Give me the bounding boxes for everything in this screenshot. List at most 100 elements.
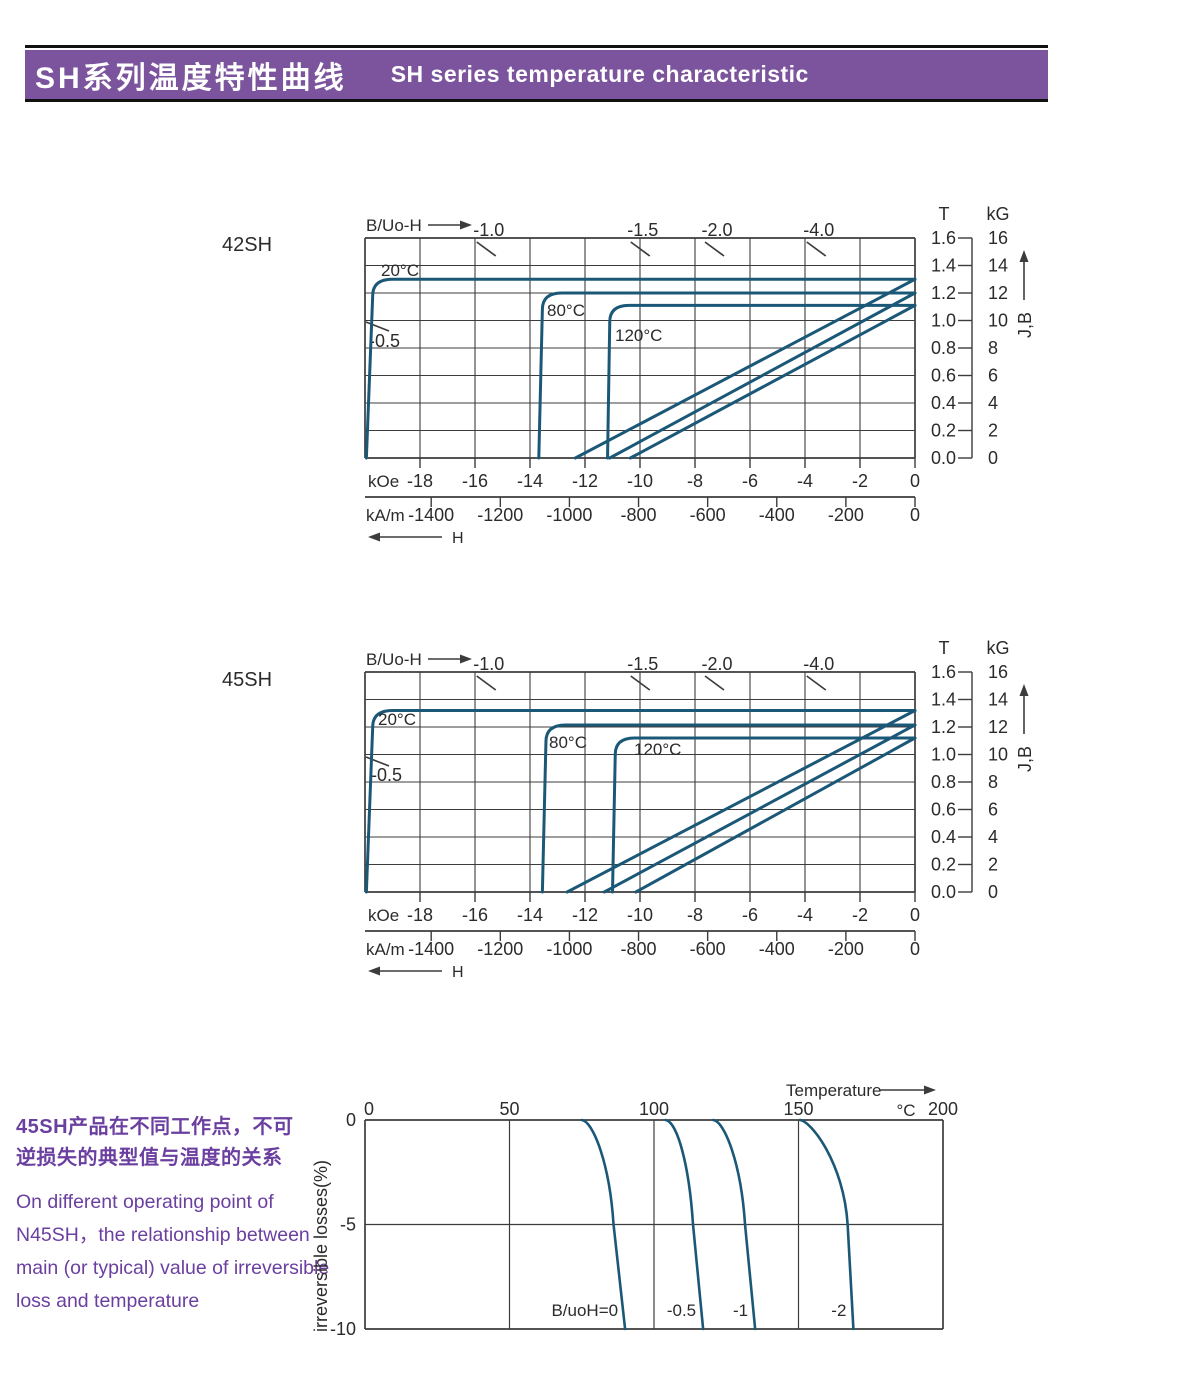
tick-label-koe: -12 bbox=[572, 905, 598, 925]
tick-label-T: 1.6 bbox=[931, 662, 956, 682]
tick-label-T: 1.2 bbox=[931, 717, 956, 737]
tick-label-koe: -4 bbox=[797, 905, 813, 925]
axis-unit-koe: kOe bbox=[368, 906, 399, 925]
page-title-zh: SH系列温度特性曲线 bbox=[35, 61, 347, 95]
tick-label-kam: -1200 bbox=[477, 505, 523, 525]
chart-42SH: -18 -16 -14 -12 -10 -8 -6 -4 -2 0 kOe -1400 -1200 -10… bbox=[364, 204, 1035, 547]
tick-label-T: 1.2 bbox=[931, 283, 956, 303]
b-curve-20°C bbox=[565, 709, 917, 894]
load-line-slash bbox=[704, 241, 725, 257]
tick-label-T: 0.0 bbox=[931, 882, 956, 902]
tick-label-koe: 0 bbox=[910, 471, 920, 491]
page-title-en: SH series temperature characteristic bbox=[390, 61, 809, 87]
header-bottom-rule bbox=[25, 99, 1048, 102]
tick-label-kG: 4 bbox=[988, 827, 998, 847]
side-note-zh-line2: 逆损失的典型值与温度的关系 bbox=[16, 1147, 283, 1169]
jb-arrow-head bbox=[1019, 250, 1029, 262]
tick-label-kG: 2 bbox=[988, 855, 998, 875]
load-line-label: -4.0 bbox=[803, 654, 834, 674]
series-label-80°C: 80°C bbox=[549, 733, 587, 752]
load-line-label-low: -0.5 bbox=[371, 765, 402, 785]
axis-unit-degC: °C bbox=[896, 1101, 915, 1120]
loss-curve-label--2: -2 bbox=[831, 1301, 846, 1320]
j-curve-20°C bbox=[364, 277, 917, 460]
load-line-label: -2.0 bbox=[701, 654, 732, 674]
axis-unit-kam: kA/m bbox=[366, 940, 405, 959]
tick-label-kG: 8 bbox=[988, 338, 998, 358]
series-label-80°C: 80°C bbox=[547, 301, 585, 320]
tick-label-kam: -1400 bbox=[408, 939, 454, 959]
tick-label-kG: 6 bbox=[988, 800, 998, 820]
tick-label-kam: -400 bbox=[759, 939, 795, 959]
tick-label-temp: 100 bbox=[639, 1099, 669, 1119]
loss-curve--0.5 bbox=[664, 1118, 705, 1331]
tick-label-T: 0.6 bbox=[931, 366, 956, 386]
tick-label-T: 1.4 bbox=[931, 690, 956, 710]
load-line-slash bbox=[476, 675, 497, 691]
tick-label-kam: -800 bbox=[621, 939, 657, 959]
tick-label-koe: -16 bbox=[462, 471, 488, 491]
loss-curve-B/uoH=0 bbox=[580, 1118, 627, 1331]
tick-label-T: 0.2 bbox=[931, 855, 956, 875]
tick-label-koe: -14 bbox=[517, 471, 543, 491]
axis-unit-kG: kG bbox=[986, 638, 1009, 658]
series-label-20°C: 20°C bbox=[378, 710, 416, 729]
chart-title-42SH: 42SH bbox=[222, 234, 273, 256]
load-line-slash bbox=[476, 241, 497, 257]
tick-label-T: 0.4 bbox=[931, 393, 956, 413]
tick-label-temp: 200 bbox=[928, 1099, 958, 1119]
h-arrow-label: H bbox=[452, 964, 464, 981]
tick-label-T: 0.4 bbox=[931, 827, 956, 847]
h-arrow-head bbox=[368, 966, 380, 976]
side-note-zh-line1: 45SH产品在不同工作点，不可 bbox=[16, 1116, 294, 1138]
tick-label-kG: 16 bbox=[988, 662, 1008, 682]
tick-label-kG: 6 bbox=[988, 366, 998, 386]
header-top-rule bbox=[25, 45, 1048, 48]
top-axis-label: B/Uo-H bbox=[366, 216, 422, 235]
tick-label-T: 1.6 bbox=[931, 228, 956, 248]
side-note-en-line1: On different operating point of bbox=[16, 1191, 274, 1213]
axis-unit-kG: kG bbox=[986, 204, 1009, 224]
tick-label-T: 1.0 bbox=[931, 311, 956, 331]
j-curve-80°C bbox=[537, 291, 917, 460]
tick-label-kG: 12 bbox=[988, 283, 1008, 303]
axis-unit-kam: kA/m bbox=[366, 506, 405, 525]
load-line-label: -1.5 bbox=[627, 220, 658, 240]
tick-label-koe: -6 bbox=[742, 471, 758, 491]
tick-label-kam: -1400 bbox=[408, 505, 454, 525]
tick-label-koe: -10 bbox=[627, 471, 653, 491]
chart-45SH: -18 -16 -14 -12 -10 -8 -6 -4 -2 0 kOe -1400 -1200 -10… bbox=[364, 638, 1035, 981]
tick-label-T: 1.4 bbox=[931, 256, 956, 276]
tick-label-temp: 150 bbox=[783, 1099, 813, 1119]
jb-axis-label: J,B bbox=[1015, 746, 1035, 772]
tick-label-T: 0.6 bbox=[931, 800, 956, 820]
load-line-label: -1.5 bbox=[627, 654, 658, 674]
load-line-slash-low bbox=[365, 321, 390, 332]
axis-unit-T: T bbox=[939, 204, 950, 224]
tick-label-koe: -2 bbox=[852, 471, 868, 491]
series-label-20°C: 20°C bbox=[381, 261, 419, 280]
load-line-label: -1.0 bbox=[473, 220, 504, 240]
side-note-en-line2: N45SH，the relationship between bbox=[16, 1224, 310, 1246]
tick-label-kam: -400 bbox=[759, 505, 795, 525]
load-line-slash-low bbox=[365, 756, 390, 767]
load-line-slash bbox=[806, 241, 827, 257]
loss-curve-label--0.5: -0.5 bbox=[667, 1301, 696, 1320]
tick-label-kam: -600 bbox=[690, 939, 726, 959]
tick-label-kam: 0 bbox=[910, 939, 920, 959]
tick-label-T: 1.0 bbox=[931, 745, 956, 765]
top-arrow-head bbox=[460, 654, 472, 664]
tick-label-temp: 50 bbox=[499, 1099, 519, 1119]
series-label-120°C: 120°C bbox=[615, 326, 662, 345]
tick-label-kG: 0 bbox=[988, 448, 998, 468]
tick-label-kG: 16 bbox=[988, 228, 1008, 248]
tick-label-koe: 0 bbox=[910, 905, 920, 925]
tick-label-koe: -18 bbox=[407, 905, 433, 925]
tick-label-kG: 14 bbox=[988, 690, 1008, 710]
side-note: 45SH产品在不同工作点，不可 逆损失的典型值与温度的关系 On differe… bbox=[16, 1112, 329, 1318]
tick-label-kam: -800 bbox=[621, 505, 657, 525]
tick-label-kG: 10 bbox=[988, 745, 1008, 765]
b-curve-80°C bbox=[608, 291, 917, 460]
